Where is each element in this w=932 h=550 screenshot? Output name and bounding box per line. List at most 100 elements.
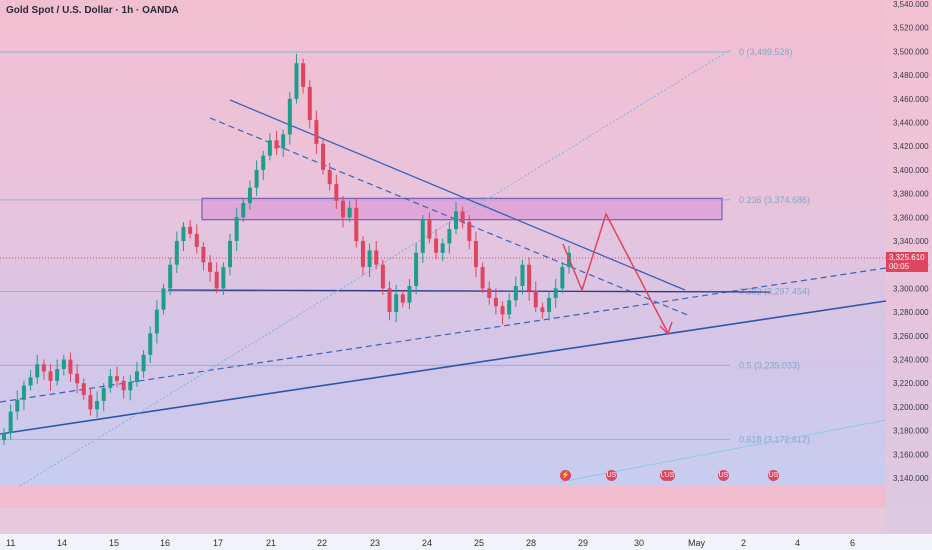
candle (440, 238, 445, 262)
candle-body (174, 241, 179, 265)
candle-body (387, 288, 392, 313)
candle (374, 241, 379, 270)
candle (41, 359, 46, 380)
ascending-support-line (0, 300, 886, 435)
candle (61, 354, 66, 376)
projection-arrow (659, 321, 673, 336)
time-tick: 15 (109, 538, 119, 548)
candle (473, 231, 478, 278)
candle-body (294, 63, 299, 99)
candle-body (15, 399, 20, 412)
horizontal-level (167, 289, 771, 293)
candle-body (241, 203, 246, 218)
candle (500, 301, 505, 325)
candle (128, 374, 133, 401)
price-tick: 3,420.000 (893, 142, 929, 151)
time-tick: 4 (795, 538, 800, 548)
event-marker[interactable]: US (718, 470, 729, 481)
candle-body (48, 371, 53, 381)
candle-body (41, 364, 46, 372)
candle (513, 276, 518, 307)
candle (221, 262, 226, 295)
candle (188, 219, 193, 239)
time-tick: 30 (634, 538, 644, 548)
candle-body (547, 297, 552, 313)
candle-body (274, 140, 279, 149)
candle-body (61, 359, 66, 369)
candle (35, 354, 40, 384)
ascending-dashed-trendline (0, 267, 886, 403)
candle (154, 300, 159, 344)
candle (347, 200, 352, 223)
current-price: 3,325.610 (889, 253, 925, 262)
candle (400, 289, 405, 308)
candle-body (347, 207, 352, 218)
candle-body (154, 309, 159, 334)
price-tick: 3,260.000 (893, 332, 929, 341)
candle-body (467, 222, 472, 241)
candle (507, 293, 512, 320)
candle-body (247, 187, 252, 204)
event-marker[interactable]: ⚡ (560, 470, 571, 481)
candle-body (527, 264, 532, 291)
price-tick: 3,440.000 (893, 119, 929, 128)
event-marker[interactable]: US (606, 470, 617, 481)
candle-body (287, 98, 292, 135)
candle-body (553, 288, 558, 298)
candle (254, 160, 259, 196)
current-price-badge: 3,325.610 00:05 (886, 252, 928, 272)
candle-body (460, 211, 465, 223)
candle-body (327, 169, 332, 185)
candle (314, 110, 319, 154)
fib-label: 0.236 (3,374.686) (739, 195, 810, 205)
price-chart[interactable]: 0 (3,499.528) 0.236 (3,374.686) 0.382 (3,2… (0, 0, 886, 534)
candle-body (208, 262, 213, 272)
time-axis[interactable]: 11 14 15 16 17 21 22 23 24 25 28 29 30 May 2 4 6 (0, 534, 932, 550)
candle-body (101, 387, 106, 401)
candle-body (168, 264, 173, 289)
candle-body (228, 241, 232, 268)
candle-body (493, 297, 498, 307)
candle (354, 198, 359, 248)
candle (520, 259, 525, 295)
candle (533, 281, 538, 313)
event-marker[interactable]: US (768, 470, 779, 481)
candle (341, 195, 345, 228)
price-tick: 3,180.000 (893, 427, 929, 436)
price-tick: 3,400.000 (893, 166, 929, 175)
candle (81, 378, 86, 400)
candle (540, 302, 545, 319)
time-tick: 11 (6, 538, 15, 548)
candle (327, 162, 332, 191)
time-tick: 25 (474, 538, 484, 548)
candle (414, 243, 419, 295)
candle (560, 262, 565, 294)
price-tick: 3,540.000 (893, 0, 929, 9)
candle (480, 262, 485, 294)
time-tick: 22 (317, 538, 327, 548)
candle (434, 229, 439, 260)
candle (101, 383, 106, 412)
price-tick: 3,240.000 (893, 356, 929, 365)
event-marker[interactable]: US (664, 470, 675, 481)
candle-body (341, 200, 345, 218)
candle (360, 236, 365, 276)
candle (121, 376, 126, 399)
candle-body (68, 359, 73, 374)
price-tick: 3,160.000 (893, 450, 929, 459)
candle-body (487, 288, 492, 298)
time-tick: 6 (850, 538, 855, 548)
candle (247, 180, 252, 210)
candle (141, 350, 146, 378)
candle (493, 288, 498, 315)
time-tick: 24 (422, 538, 432, 548)
candle-body (221, 267, 226, 289)
candle (460, 206, 465, 229)
candle-body (440, 243, 445, 253)
indicator-strip (0, 508, 886, 534)
candle-body (447, 229, 452, 244)
candle (454, 201, 458, 234)
projection-path (562, 212, 669, 334)
time-tick: 29 (578, 538, 588, 548)
